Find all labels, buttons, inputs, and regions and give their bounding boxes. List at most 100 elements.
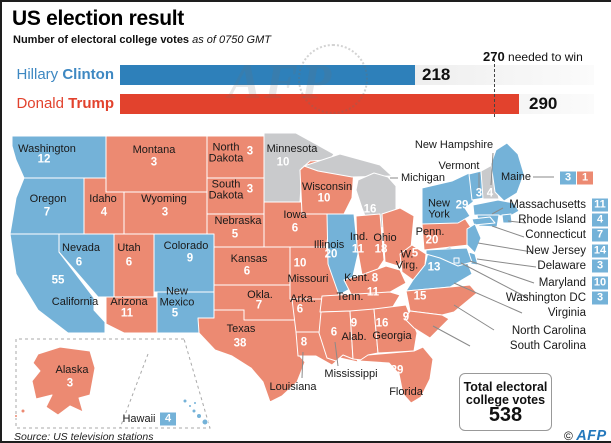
state-shape-texas bbox=[197, 309, 306, 403]
state-votes-west-virginia: 5 bbox=[411, 247, 419, 260]
list-label-massachusetts: Massachusetts bbox=[509, 199, 586, 211]
list-label-south-carolina: South Carolina bbox=[509, 340, 586, 352]
state-votes-minnesota: 10 bbox=[276, 156, 290, 169]
total-votes-line1: Total electoral bbox=[463, 380, 548, 394]
state-label-west-virginia: W. Virg. bbox=[395, 248, 419, 271]
clinton-votes-value: 218 bbox=[422, 65, 451, 84]
afp-logo: AFP bbox=[576, 428, 607, 443]
afp-watermark-globe-icon bbox=[298, 44, 368, 114]
maine-votes-badge-rep: 1 bbox=[577, 171, 593, 185]
state-label-georgia: Georgia bbox=[372, 329, 412, 342]
state-shape-new-york bbox=[421, 172, 478, 225]
state-label-ohio: Ohio bbox=[373, 231, 397, 244]
state-votes-mississippi: 6 bbox=[330, 326, 338, 339]
state-shape-michigan-up bbox=[303, 153, 393, 178]
list-label-virginia: Virginia bbox=[547, 307, 586, 319]
state-votes-iowa: 6 bbox=[291, 222, 299, 235]
state-votes-new-mexico: 5 bbox=[171, 307, 179, 320]
state-label-alaska: Alaska bbox=[55, 363, 89, 376]
threshold-label: 270 needed to win bbox=[483, 49, 583, 64]
state-votes-wyoming: 3 bbox=[161, 206, 169, 219]
state-label-montana: Montana bbox=[132, 143, 176, 156]
state-shape-florida bbox=[358, 346, 434, 404]
subtitle: Number of electoral college votes as of … bbox=[13, 34, 271, 46]
state-shape-arizona bbox=[105, 296, 158, 334]
state-votes-kentucky: 8 bbox=[371, 272, 379, 285]
source-note: Source: US television stations bbox=[14, 431, 154, 443]
list-badge-washington-dc: 3 bbox=[592, 291, 608, 305]
hawaii-votes-badge: 4 bbox=[160, 412, 176, 426]
state-votes-georgia: 16 bbox=[375, 317, 389, 330]
inset-boxes bbox=[15, 338, 211, 429]
state-label-florida: Florida bbox=[389, 385, 423, 398]
state-label-idaho: Idaho bbox=[89, 192, 117, 205]
pointer-lines bbox=[301, 152, 554, 379]
list-badge-maryland: 10 bbox=[592, 276, 608, 290]
state-label-wisconsin: Wisconsin bbox=[301, 180, 353, 193]
trump-first-name: Donald bbox=[16, 95, 64, 112]
state-shape-washington-dc bbox=[453, 257, 460, 264]
state-votes-kansas: 6 bbox=[243, 265, 251, 278]
state-votes-south-dakota: 3 bbox=[246, 183, 254, 196]
state-votes-north-carolina: 15 bbox=[413, 290, 427, 303]
state-shape-tennessee bbox=[319, 291, 401, 313]
state-label-michigan: Michigan bbox=[401, 171, 446, 184]
state-label-maine: Maine bbox=[501, 170, 531, 183]
total-votes-box: Total electoral college votes 538 bbox=[459, 373, 552, 431]
afp-credit: © AFP bbox=[564, 428, 607, 443]
state-votes-arkansas: 6 bbox=[296, 303, 304, 316]
state-shape-new-jersey bbox=[466, 223, 482, 254]
state-label-indiana: Ind. bbox=[349, 230, 369, 243]
hawaii-island-dot bbox=[193, 401, 197, 405]
state-votes-nevada: 6 bbox=[75, 256, 83, 269]
state-label-hawaii: Hawaii bbox=[122, 412, 156, 425]
page-title: US election result bbox=[12, 7, 184, 30]
state-votes-idaho: 4 bbox=[100, 206, 108, 219]
state-votes-alabama: 9 bbox=[350, 317, 358, 330]
state-votes-wisconsin: 10 bbox=[317, 192, 331, 205]
total-votes-line2: college votes bbox=[465, 393, 546, 407]
list-label-north-carolina: North Carolina bbox=[511, 325, 586, 337]
state-label-new-hampshire: New Hampshire bbox=[414, 138, 494, 151]
list-label-delaware: Delaware bbox=[537, 260, 586, 272]
state-votes-pennsylvania: 20 bbox=[425, 234, 439, 247]
state-votes-illinois: 20 bbox=[324, 248, 338, 261]
state-label-iowa: Iowa bbox=[283, 208, 307, 221]
state-label-alabama: Alab. bbox=[341, 330, 367, 343]
hawaii-island-dot bbox=[188, 404, 192, 408]
state-votes-louisiana: 8 bbox=[300, 336, 308, 349]
state-label-oklahoma: Okla. bbox=[247, 288, 273, 301]
clinton-first-name: Hillary bbox=[16, 66, 59, 83]
state-votes-ohio: 18 bbox=[374, 243, 388, 256]
state-shape-long-island bbox=[471, 216, 496, 226]
state-label-north-dakota: North Dakota bbox=[208, 141, 244, 164]
list-badge-rhode-island: 4 bbox=[592, 213, 608, 227]
state-votes-tennessee: 11 bbox=[366, 286, 380, 299]
state-label-south-dakota: South Dakota bbox=[208, 178, 244, 201]
list-badge-delaware: 3 bbox=[592, 259, 608, 273]
state-label-minnesota: Minnesota bbox=[266, 142, 318, 155]
state-label-pennsylvania: Penn. bbox=[415, 225, 445, 238]
state-votes-north-dakota: 3 bbox=[246, 145, 254, 158]
state-votes-texas: 38 bbox=[233, 337, 247, 350]
alaska-island-dot bbox=[20, 408, 26, 414]
state-label-oregon: Oregon bbox=[29, 192, 67, 205]
state-label-mississippi: Mississippi bbox=[324, 367, 378, 380]
state-shape-south-carolina bbox=[404, 310, 450, 339]
threshold-note: needed to win bbox=[508, 50, 583, 64]
state-votes-vermont: 3 bbox=[475, 187, 483, 200]
trump-votes-value: 290 bbox=[529, 94, 558, 113]
state-label-new-york: New York bbox=[427, 197, 451, 220]
list-badge-new-jersey: 14 bbox=[592, 244, 608, 258]
state-label-wyoming: Wyoming bbox=[141, 192, 187, 205]
trump-last-name: Trump bbox=[68, 95, 114, 112]
state-votes-south-carolina: 9 bbox=[402, 311, 410, 324]
state-votes-california: 55 bbox=[51, 274, 65, 287]
alaska-island-dot bbox=[14, 414, 18, 418]
state-votes-arizona: 11 bbox=[120, 307, 134, 320]
state-votes-oregon: 7 bbox=[43, 206, 51, 219]
state-votes-indiana: 11 bbox=[351, 243, 365, 256]
state-label-nevada: Nevada bbox=[62, 241, 100, 254]
state-votes-michigan: 16 bbox=[363, 203, 377, 216]
